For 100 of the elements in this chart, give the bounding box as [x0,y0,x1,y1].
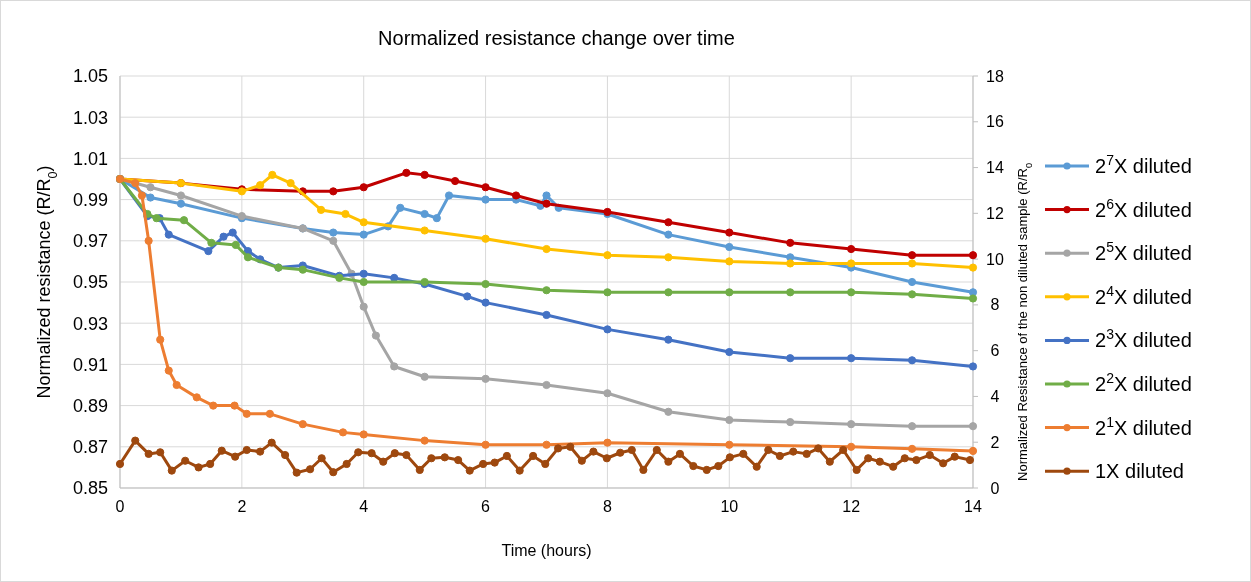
x-tick-label: 8 [602,498,612,515]
point [298,420,307,429]
point [603,325,612,334]
point [542,199,551,208]
point [968,251,978,260]
point [359,183,368,192]
point [144,236,153,245]
point [968,288,978,297]
point [907,259,917,268]
point [786,259,795,268]
y-tick-label: 0.85 [72,478,108,499]
x-tick-label: 0 [115,498,125,515]
point [664,288,673,297]
point [359,230,368,239]
point [298,265,307,274]
point [420,372,429,381]
y-tick-label: 0.87 [72,437,108,458]
point [164,366,173,375]
x-tick-label: 4 [359,498,369,515]
point [725,347,734,357]
point [420,209,429,219]
point [664,253,673,262]
point [968,362,978,371]
point [542,440,551,449]
x-tick-label: 12 [842,498,861,515]
point [603,251,612,260]
point [268,170,277,179]
point [359,269,368,278]
point [420,226,429,235]
point [907,251,917,260]
point [664,407,673,416]
point [228,228,237,237]
point [204,247,213,256]
point [664,218,673,227]
point [481,183,490,192]
y2-tick-label: 16 [986,113,1004,131]
point [968,422,978,431]
point [164,230,173,239]
point [542,286,551,295]
point [371,331,380,340]
x-axis-title: Time (hours) [501,542,592,559]
point [341,209,350,219]
legend-label: 2$^{4}$X diluted [1095,282,1192,308]
point [172,380,181,390]
point [725,228,734,237]
point [847,420,856,429]
point [664,230,673,239]
point [968,263,978,272]
point [542,380,551,390]
point [396,203,405,212]
point [463,292,472,301]
y2-tick-label: 10 [986,250,1004,268]
point [316,205,326,214]
point [209,401,218,410]
point [137,191,147,200]
point [542,191,551,200]
y-tick-label: 0.97 [72,231,108,252]
point [847,244,856,254]
point [420,436,429,445]
point [329,228,338,237]
point [542,244,551,254]
y-tick-label: 1.05 [72,66,108,87]
point [242,409,251,418]
legend-label: 2$^{2}$X diluted [1095,370,1192,395]
point [231,240,240,250]
point [481,298,490,307]
x-tick-label: 6 [481,498,491,515]
point [907,444,917,453]
point [968,294,978,303]
point [390,273,399,282]
point [603,288,612,297]
y-tick-label: 0.89 [72,395,108,416]
legend-label: 1X diluted [1095,460,1184,483]
point [329,187,338,196]
y-tick-label: 1.03 [72,107,108,128]
point [847,288,856,297]
point [786,417,795,427]
point [664,335,673,344]
point [207,238,216,247]
point [481,440,490,449]
point [243,253,253,262]
point [402,168,411,177]
point [603,438,612,447]
point [481,195,490,204]
point [786,354,795,363]
point [219,232,228,241]
point [359,218,368,227]
y2-tick-label: 2 [990,433,1000,451]
y-tick-label: 0.95 [72,272,108,293]
point [603,389,612,398]
y2-tick-label: 18 [986,67,1004,85]
point [146,183,155,192]
y-tick-label: 1.01 [72,148,108,169]
y2-tick-label: 12 [986,204,1004,222]
legend-label: 2$^{5}$X diluted [1095,239,1192,265]
point [786,238,795,247]
y2-tick-label: 6 [990,342,1000,360]
x-tick-label: 2 [237,498,247,515]
point [176,191,186,200]
point [176,199,186,208]
